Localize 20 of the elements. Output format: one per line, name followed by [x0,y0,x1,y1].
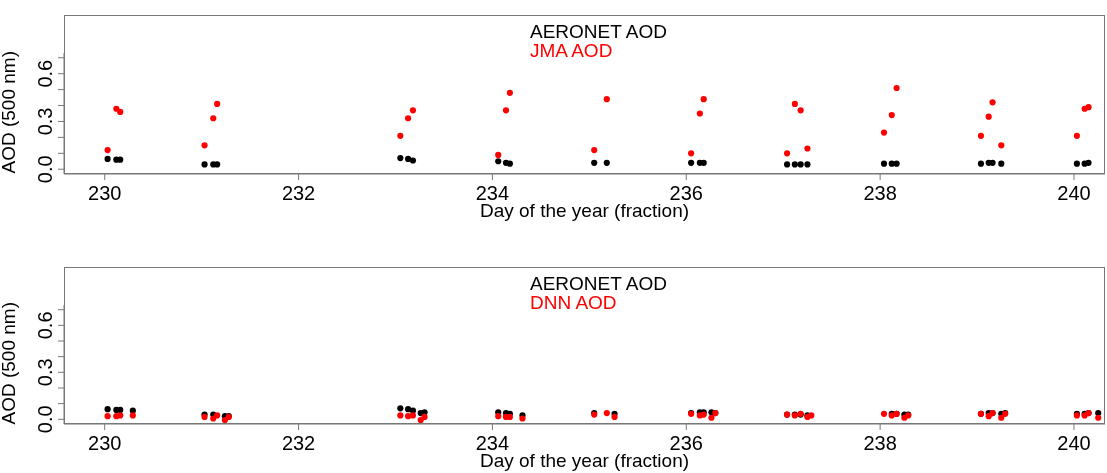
y-tick-label: 0.6 [34,59,56,88]
y-tick-label: 0.3 [34,358,56,387]
text: DNN AOD [530,292,618,313]
y-tick-label: 0.0 [34,405,56,434]
y-axis-title: AOD (500 nm) [0,51,19,174]
x-tick-label: 232 [281,432,316,454]
text: AERONET AOD [530,21,667,42]
x-tick-label: 240 [1057,182,1091,204]
y-tick-label: 0.3 [34,107,56,136]
text: AERONET AOD [530,273,667,294]
x-tick-label: 238 [863,432,897,454]
x-tick-label: 240 [1057,432,1091,454]
x-tick-label: 230 [88,182,122,204]
x-tick-label: 230 [88,432,122,454]
series-label: JMA AOD [530,40,614,61]
x-tick-label: 238 [863,182,897,204]
y-axis-title: AOD (500 nm) [0,302,19,425]
y-tick-label: 0.0 [34,155,56,184]
y-tick-label: 0.6 [34,311,56,340]
x-tick-label: 232 [281,182,316,204]
